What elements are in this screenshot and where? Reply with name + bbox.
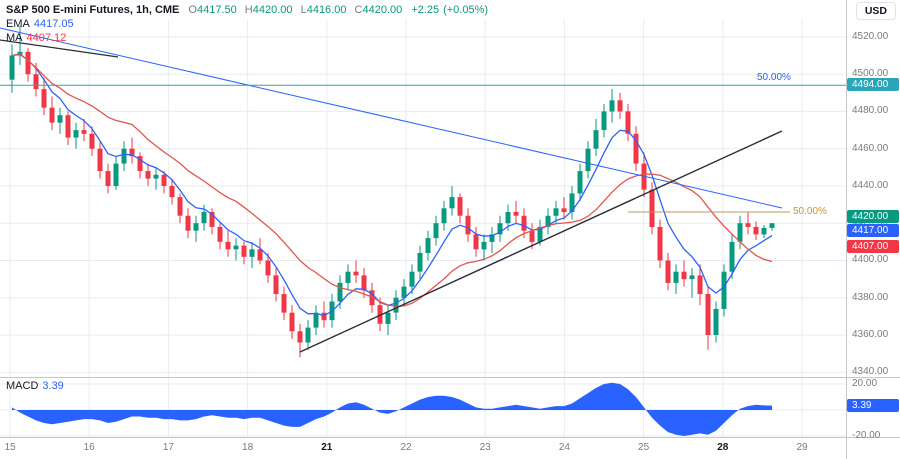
time-label: 29 [796,442,808,453]
time-label: 16 [83,442,95,453]
ohlc-readout: O4417.50 H4420.00 L4416.00 C4420.00 [183,4,402,17]
open-label: O [188,4,197,16]
time-label: 28 [717,442,729,453]
price-badge: 4407.00 [847,240,899,254]
close-label: C [354,4,363,16]
time-label: 18 [242,442,254,453]
ema-label: EMA [6,18,30,30]
fib-upper-label: 50.00% [757,72,791,84]
candles [9,25,775,358]
time-label: 25 [638,442,650,453]
macd-price-badge: 3.39 [847,398,899,412]
high-value: 4420.00 [252,4,293,16]
high-label: H [244,4,253,16]
ema-line [11,53,773,317]
trendline-short[interactable] [0,39,119,58]
time-label: 17 [162,442,174,453]
close-value: 4420.00 [362,4,403,16]
time-label: 21 [321,442,333,453]
price-badge: 4494.00 [847,78,899,92]
price-tick-label: 4340.00 [852,366,889,378]
low-value: 4416.00 [306,4,347,16]
symbol-title: S&P 500 E-mini Futures, 1h, CME [6,4,180,16]
open-value: 4417.50 [196,4,237,16]
ma-value: 4407.12 [26,32,67,44]
ma-line [11,52,773,308]
price-tick-label: 4360.00 [852,329,889,340]
low-label: L [300,4,307,16]
macd-legend-row[interactable]: MACD 3.39 [6,380,64,392]
change-value: +2.25 [411,4,440,16]
trendline-black[interactable] [299,130,783,353]
price-tick-label: 4520.00 [852,30,889,42]
price-tick-label: 4380.00 [852,291,889,303]
ma-label: MA [6,32,23,44]
price-tick-label: 4480.00 [852,105,889,117]
ema-legend-row[interactable]: EMA 4417.05 [6,18,488,31]
time-label: 22 [400,442,412,453]
symbol-legend-row[interactable]: S&P 500 E-mini Futures, 1h, CME O4417.50… [6,4,488,17]
macd-area [12,382,772,436]
price-tick-label: 4500.00 [852,68,889,80]
macd-tick-label: 20.00 [852,378,878,389]
price-tick-label: 4400.00 [852,254,889,266]
time-label: 15 [4,442,16,453]
grid-lines [0,20,846,437]
time-label: 24 [558,442,570,453]
change-percent: (+0.05%) [443,4,489,16]
time-label: 23 [479,442,491,453]
ma-legend-row[interactable]: MA 4407.12 [6,32,488,45]
price-tick-label: 4440.00 [852,179,889,191]
legend: S&P 500 E-mini Futures, 1h, CME O4417.50… [6,4,488,46]
price-tick-label: 4460.00 [852,142,889,154]
price-badge: 4420.00 [847,210,899,224]
macd-value: 3.39 [42,380,64,392]
macd-label: MACD [6,380,39,392]
currency-toggle-button[interactable]: USD [855,2,896,20]
ema-value: 4417.05 [33,18,74,30]
macd-tick-label: -20.00 [852,430,881,441]
fib-lower-label: 50.00% [793,206,827,218]
price-badge: 4417.00 [847,223,899,237]
trendline-blue[interactable] [0,27,783,209]
